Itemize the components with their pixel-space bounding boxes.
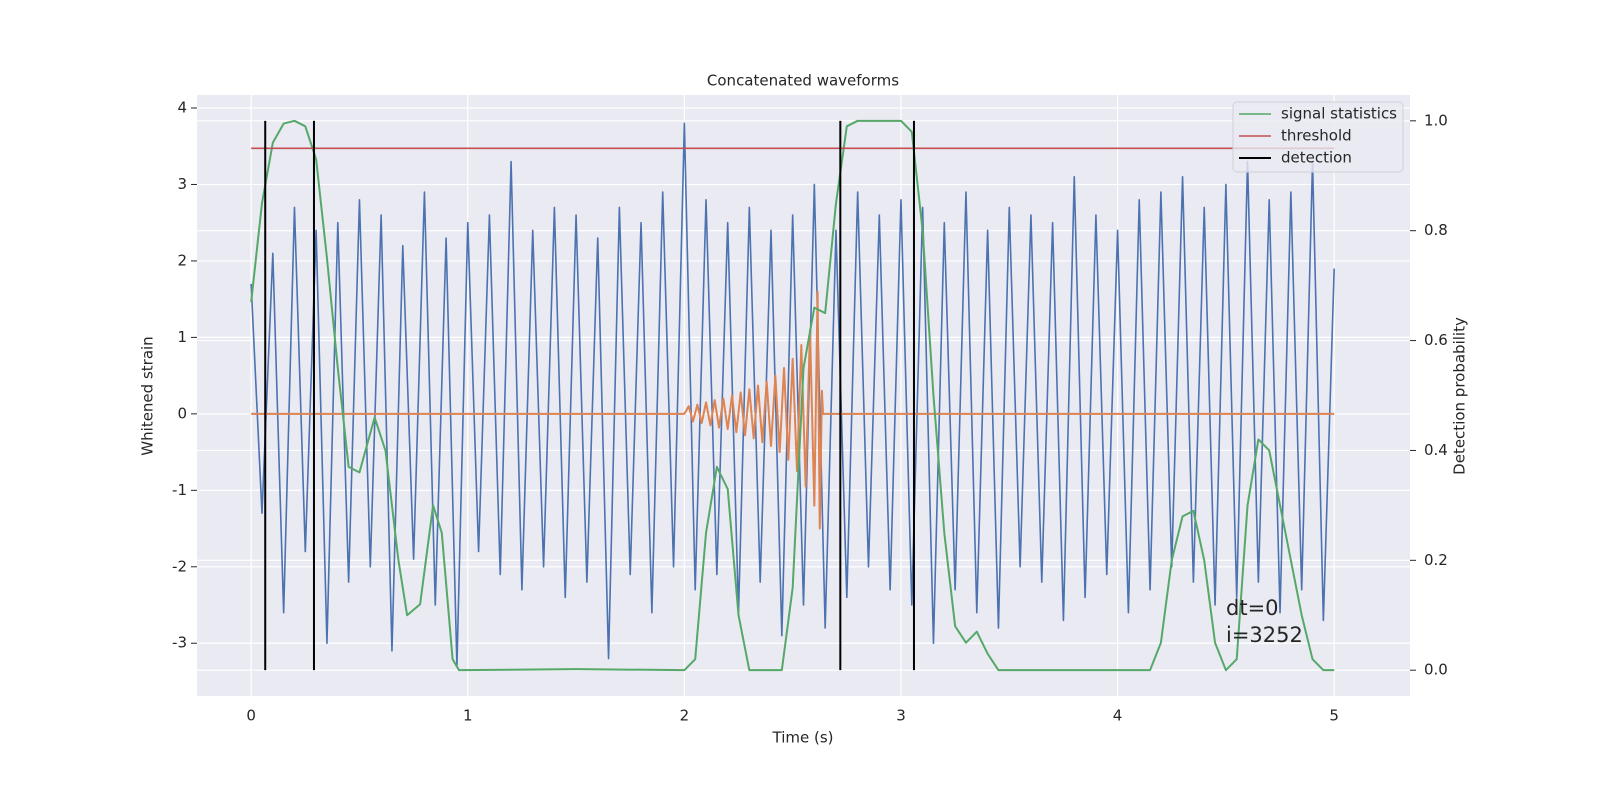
y2-tick-label: 0.8 — [1424, 221, 1448, 239]
x-tick-label: 2 — [680, 707, 690, 725]
y2-axis-label: Detection probability — [1451, 317, 1469, 475]
y-tick-label: -1 — [172, 481, 187, 499]
x-tick-label: 1 — [463, 707, 473, 725]
annotation: dt=0 — [1226, 596, 1279, 620]
legend-box — [1232, 101, 1404, 173]
legend-label: threshold — [1281, 127, 1352, 145]
x-tick-label: 0 — [246, 707, 256, 725]
x-tick-label: 3 — [896, 707, 906, 725]
y-tick-label: 2 — [177, 251, 187, 269]
y2-tick-label: 0.2 — [1424, 551, 1448, 569]
series-line — [250, 122, 1335, 667]
annotation: i=3252 — [1226, 623, 1303, 647]
series-line — [250, 119, 1335, 672]
legend-label: signal statistics — [1281, 105, 1397, 123]
chart-title: Concatenated waveforms — [707, 72, 899, 90]
x-axis-label: Time (s) — [772, 729, 834, 747]
y2-tick-label: 1.0 — [1424, 111, 1448, 129]
legend-label: detection — [1281, 149, 1352, 167]
y2-tick-label: 0.0 — [1424, 661, 1448, 679]
y-tick-label: 4 — [177, 98, 187, 116]
y-tick-label: 0 — [177, 404, 187, 422]
y-tick-label: -2 — [172, 557, 187, 575]
y2-tick-label: 0.4 — [1424, 441, 1448, 459]
overlay: dt=0 i=3252 signal statistics threshold dete… — [1226, 101, 1404, 647]
y-tick-label: 3 — [177, 175, 187, 193]
y-axis-label: Whitened strain — [139, 336, 157, 455]
y-tick-label: -3 — [172, 634, 187, 652]
marks — [250, 119, 1335, 672]
x-tick-label: 5 — [1329, 707, 1339, 725]
x-tick-label: 4 — [1113, 707, 1123, 725]
y2-tick-label: 0.6 — [1424, 331, 1448, 349]
y-tick-label: 1 — [177, 328, 187, 346]
